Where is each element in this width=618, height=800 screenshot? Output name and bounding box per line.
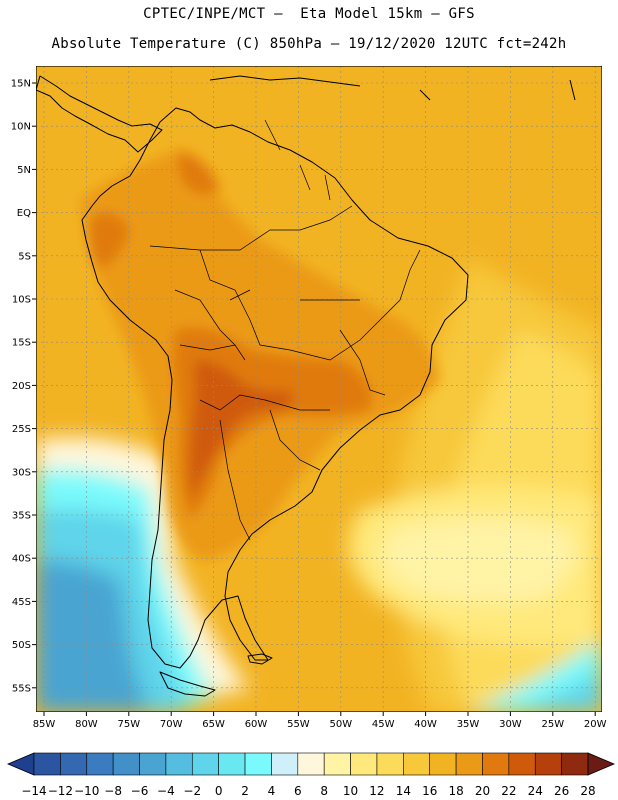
colorbar-label: 26 [554,784,569,798]
colorbar-box [244,752,272,776]
falkland-islands [247,653,273,665]
cold-deep-field [36,560,150,712]
country-borders [149,119,421,541]
colorbar-label: 28 [580,784,595,798]
hottest-field [189,360,293,500]
colorbar-low-arrow [6,752,35,776]
colorbar-label: 20 [475,784,490,798]
colorbar-label: 14 [396,784,411,798]
longitude-axis: 85W 80W 75W 70W 65W 60W 55W 50W 45W 40W 35W 30W 25W 2… [33,712,607,730]
colorbar-box [455,752,483,776]
lat-label: EQ [17,208,31,219]
colorbar-label: −6 [131,784,149,798]
colorbar-box [165,752,193,776]
colorbar-box [86,752,114,776]
colorbar-box [191,752,219,776]
colorbar-box [534,752,562,776]
colorbar-box [429,752,457,776]
lon-label: 75W [117,719,140,730]
colorbar-box [482,752,510,776]
latitude-axis: 15N 10N 5N EQ 5S 10S 15S 20S 25S 30S 35S 40S 45S 50S 5… [11,79,36,694]
colorbar-label: −12 [48,784,73,798]
colorbar-label: −8 [104,784,122,798]
map-title: CPTEC/INPE/MCT – Eta Model 15km – GFS [143,6,475,22]
lon-label: 70W [160,719,183,730]
lon-label: 55W [287,719,310,730]
colorbar-label: 2 [241,784,249,798]
lon-label: 20W [584,719,607,730]
colorbar-label: 16 [422,784,437,798]
lon-label: 25W [541,719,564,730]
colorbar-box [218,752,246,776]
colorbar-label: 0 [215,784,223,798]
cold-blue-field-se [520,670,602,712]
light-field [382,517,576,603]
lon-label: 35W [457,719,480,730]
lat-label: 10N [11,122,31,133]
colorbar-box [139,752,167,776]
colorbar-box [271,752,299,776]
lon-label: 85W [33,719,56,730]
lat-label: 5S [18,251,31,262]
colorbar-label: 18 [448,784,463,798]
colorbar-box [508,752,536,776]
colorbar: −14 −12 −10 −8 −6 −4 −2 0 2 4 6 8 10 12 14 16 18 20 22 24 26… [6,752,616,798]
lat-label: 25S [12,424,31,435]
colorbar-box [350,752,378,776]
colorbar-box [112,752,140,776]
colorbar-box [297,752,325,776]
lon-label: 60W [245,719,268,730]
south-america-coast [81,107,469,669]
lon-label: 50W [329,719,352,730]
lat-label: 20S [12,381,31,392]
colorbar-label: 4 [268,784,276,798]
colorbar-box [376,752,404,776]
central-america-coast [36,75,163,153]
colorbar-box [561,752,589,776]
lat-label: 45S [12,597,31,608]
lon-label: 40W [414,719,437,730]
colorbar-label: −4 [157,784,175,798]
colorbar-label: 8 [320,784,328,798]
colorbar-box [60,752,88,776]
hot-field-north [88,212,130,270]
tierra-del-fuego [159,671,216,697]
lat-label: 10S [12,295,31,306]
colorbar-high-arrow [587,752,616,776]
colorbar-label: −14 [21,784,46,798]
colorbar-label: −2 [183,784,201,798]
hot-field-colombia [178,150,220,194]
gridlines [36,66,602,712]
border-lines [149,119,421,541]
map-subtitle: Absolute Temperature (C) 850hPa – 19/12/… [51,36,567,52]
lon-label: 45W [372,719,395,730]
colorbar-label: 6 [294,784,302,798]
colorbar-label: 12 [369,784,384,798]
lat-label: 15N [11,79,31,90]
lon-label: 80W [75,719,98,730]
lon-label: 65W [202,719,225,730]
lat-label: 30S [12,467,31,478]
colorbar-box [403,752,431,776]
lat-label: 35S [12,511,31,522]
caribbean-islands [209,75,576,101]
lat-label: 50S [12,640,31,651]
lat-label: 40S [12,554,31,565]
colorbar-box [323,752,351,776]
lat-label: 15S [12,338,31,349]
colorbar-label: −10 [74,784,99,798]
lon-label: 30W [499,719,522,730]
lat-label: 5N [17,165,31,176]
colorbar-label: 24 [528,784,543,798]
colorbar-label: 22 [501,784,516,798]
colorbar-box [33,752,61,776]
colorbar-label: 10 [343,784,358,798]
coastline [36,75,576,697]
lat-label: 55S [12,683,31,694]
